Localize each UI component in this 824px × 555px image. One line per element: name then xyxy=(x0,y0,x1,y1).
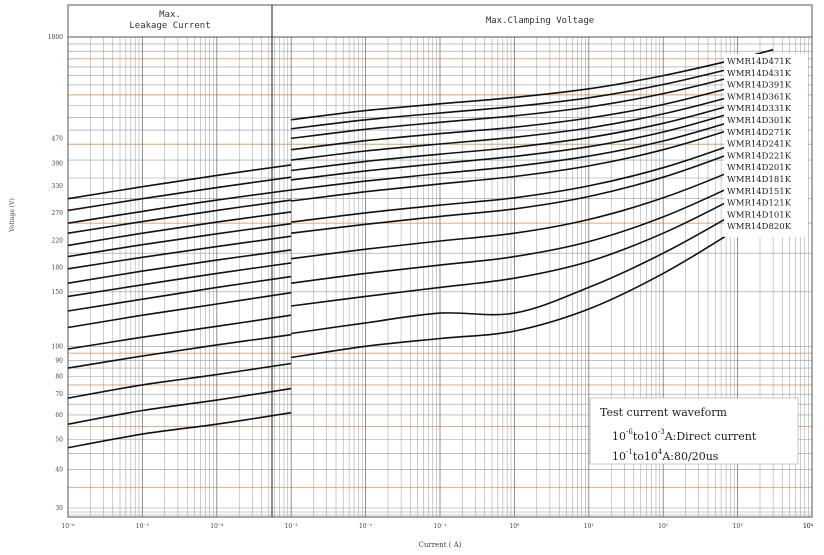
curve-clamping-8 xyxy=(291,113,774,202)
waveform-note-box xyxy=(589,397,799,465)
x-tick-label: 10⁻⁴ xyxy=(210,523,224,530)
characteristic-curves xyxy=(67,48,774,449)
y-tick-label: 70 xyxy=(55,391,63,398)
y-tick-label: 90 xyxy=(55,357,63,364)
series-label: WMR14D221K xyxy=(727,151,792,161)
axis-ticks: 10⁻⁶ 10⁻⁵ 10⁻⁴ 10⁻³ 10⁻² 10⁻¹ 10⁰ 10¹ 10² 10³ 10⁴ 1… xyxy=(48,34,814,530)
curve-leakage-11 xyxy=(67,314,292,350)
y-tick-label: 270 xyxy=(52,210,64,217)
plot-frame xyxy=(67,4,813,518)
y-tick-label: 60 xyxy=(55,412,63,419)
x-tick-label: 10² xyxy=(658,523,669,530)
curve-leakage-9 xyxy=(67,275,292,312)
y-tick-label: 330 xyxy=(52,183,64,190)
x-tick-label: 10⁴ xyxy=(803,523,814,530)
y-tick-label: 80 xyxy=(55,373,63,380)
series-label: WMR14D241K xyxy=(727,140,792,150)
curve-leakage-0 xyxy=(67,164,292,200)
curve-clamping-11 xyxy=(291,151,774,260)
y-tick-label: 30 xyxy=(55,505,63,512)
x-tick-label: 10⁻¹ xyxy=(433,523,446,530)
curve-leakage-8 xyxy=(67,262,292,298)
x-tick-label: 10⁻⁵ xyxy=(136,523,150,530)
y-axis-title: Voltage (V) xyxy=(9,198,16,233)
y-tick-label: 100 xyxy=(52,343,64,350)
header-band xyxy=(67,4,813,38)
curve-leakage-2 xyxy=(67,189,292,224)
curve-clamping-9 xyxy=(291,128,774,223)
series-label-panel xyxy=(724,54,808,237)
series-label: WMR14D271K xyxy=(727,128,792,138)
region-label-leakage-line2: Leakage Current xyxy=(129,21,210,31)
curve-leakage-10 xyxy=(67,291,292,329)
region-label-clamping: Max.Clamping Voltage xyxy=(486,16,594,26)
series-labels: WMR14D471K WMR14D431K WMR14D391KWMR14D361K… xyxy=(724,54,808,237)
curve-leakage-13 xyxy=(67,362,292,399)
curve-leakage-5 xyxy=(67,222,292,258)
y-tick-label: 470 xyxy=(52,135,64,142)
curve-leakage-7 xyxy=(67,249,292,284)
y-tick-label: 50 xyxy=(55,436,63,443)
y-tick-label: 220 xyxy=(52,237,64,244)
curve-leakage-1 xyxy=(67,176,292,212)
y-tick-label: 150 xyxy=(52,289,64,296)
curve-clamping-15 xyxy=(291,203,774,359)
curve-leakage-14 xyxy=(67,387,292,425)
series-label: WMR14D391K xyxy=(727,81,792,91)
curve-leakage-3 xyxy=(67,199,292,234)
series-label: WMR14D361K xyxy=(727,92,792,102)
curve-clamping-14 xyxy=(291,188,774,335)
series-label: WMR14D151K xyxy=(727,187,792,197)
curve-leakage-6 xyxy=(67,235,292,270)
x-tick-label: 10³ xyxy=(733,523,744,530)
y-tick-label: 40 xyxy=(55,466,63,473)
y-tick-label: 180 xyxy=(52,264,64,271)
series-label: WMR14D201K xyxy=(727,163,792,173)
x-tick-label: 10¹ xyxy=(584,523,594,530)
x-tick-label: 10⁰ xyxy=(509,523,520,530)
y-tick-label: 390 xyxy=(52,160,64,167)
series-label: WMR14D331K xyxy=(727,104,792,114)
x-tick-label: 10⁻³ xyxy=(285,523,299,530)
series-label: WMR14D301K xyxy=(727,116,792,126)
series-label: WMR14D181K xyxy=(727,175,792,185)
waveform-note-pulse: 10-1to104A:80/20us xyxy=(612,448,719,463)
series-label: WMR14D820K xyxy=(727,222,792,232)
x-tick-label: 10⁻² xyxy=(359,523,373,530)
region-label-leakage-line1: Max. xyxy=(159,10,181,20)
x-tick-label: 10⁴ xyxy=(803,523,814,530)
waveform-note-title: Test current waveform xyxy=(600,406,727,419)
waveform-note-dc: 10-6to10-3A:Direct current xyxy=(612,428,757,443)
x-axis-title: Current ( A) xyxy=(419,541,462,549)
x-tick-label: 10⁻⁶ xyxy=(61,523,75,530)
waveform-note: Test current waveform 10-6to10-3A:Direct… xyxy=(589,397,799,465)
series-label: WMR14D431K xyxy=(727,69,792,79)
series-label: WMR14D121K xyxy=(727,199,792,209)
y-tick-label: 1000 xyxy=(48,34,63,41)
curve-leakage-4 xyxy=(67,211,292,247)
series-label: WMR14D101K xyxy=(727,210,792,220)
curve-leakage-12 xyxy=(67,333,292,369)
curve-leakage-15 xyxy=(67,411,292,449)
series-label: WMR14D471K xyxy=(727,57,792,67)
